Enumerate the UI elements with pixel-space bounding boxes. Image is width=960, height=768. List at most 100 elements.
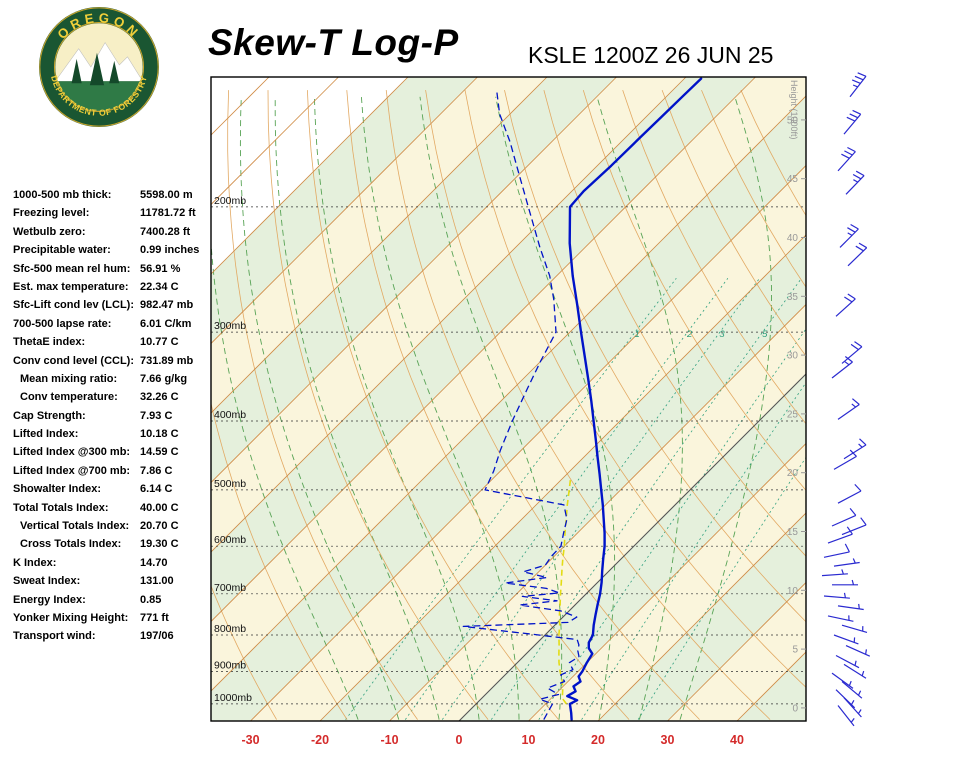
wind-barb-icon [845,170,865,195]
index-row: Yonker Mixing Height: 771 ft [13,609,215,627]
wind-barb-icon [835,293,856,317]
wind-barb-icon [843,697,862,718]
index-row: 1000-500 mb thick: 5598.00 m [13,186,215,204]
tree-icon [71,58,82,84]
temp-axis-label: 30 [661,733,675,747]
wind-barb-icon [833,634,859,645]
index-value: 22.34 C [140,280,179,293]
pressure-label: 400mb [214,409,246,421]
index-label: Conv temperature: [20,391,118,404]
dry-adiabat-line [227,90,418,720]
index-label: Yonker Mixing Height: [13,611,129,624]
dry-adiabat-line [464,90,806,688]
temp-axis-label: -20 [311,733,329,747]
index-row: 700-500 lapse rate: 6.01 C/km [13,315,215,333]
isotherm-line [250,164,806,721]
isotherm-line [807,77,960,721]
tree-icon [109,60,120,84]
isotherm-line [667,581,806,721]
index-value: 7.93 C [140,409,173,422]
index-label: 1000-500 mb thick: [13,189,112,201]
index-value: 771 ft [140,611,169,624]
mixing-ratio-line [404,278,729,720]
index-row: Lifted Index: 10.18 C [13,425,215,443]
index-value: 131.00 [140,575,174,588]
isotherm-line [211,77,478,345]
index-label: Lifted Index: [13,428,79,441]
dry-adiabat-line [661,89,806,357]
index-label: Wetbulb zero: [13,225,86,238]
index-row: Vertical Totals Index: 20.70 C [13,517,215,535]
index-row: Transport wind: 197/06 [13,627,215,645]
wind-barb-icon [847,242,868,267]
wind-barb-icon [831,672,854,689]
wind-barb-icon [843,109,862,135]
page-title: Skew-T Log-P [208,22,459,63]
index-value: 7400.28 ft [140,225,191,238]
dry-adiabat-line [622,89,806,425]
index-value: 982.47 mb [140,299,194,312]
index-value: 0.85 [140,593,162,606]
index-row: Est. max temperature: 22.34 C [13,278,215,296]
isotherm-band [807,77,960,721]
isotherm-line [319,234,806,721]
moist-adiabat-line [679,96,772,720]
index-row: Wetbulb zero: 7400.28 ft [13,223,215,241]
wind-barb-icon [831,508,857,527]
index-label: Sweat Index: [13,575,81,588]
isotherm-band [211,96,806,721]
index-value: 40.00 C [140,501,179,514]
index-label: Transport wind: [13,630,96,643]
wind-barb-icon [835,654,860,669]
index-label: Total Totals Index: [13,501,109,514]
wind-barb-icon [837,483,862,504]
index-label: Mean mixing ratio: [20,372,118,385]
height-axis-label: 0 [792,703,798,714]
dry-adiabat-line [385,90,700,720]
wind-barb-icon [839,223,859,248]
mixing-ratio-line [441,278,760,720]
wind-barb-icon [845,645,871,657]
wind-barb-icon [823,543,850,558]
wind-barb-icon [849,72,867,98]
isotherm-line [597,512,806,721]
pressure-label: 800mb [214,623,246,635]
dry-adiabat-line [307,90,559,720]
index-label: Sfc-500 mean rel hum: [13,262,131,275]
mixing-ratio-label: 3 [719,329,725,340]
height-axis-title: Height (1000ft) [789,80,799,140]
index-row: Showalter Index: 6.14 C [13,480,215,498]
index-value: 5598.00 m [140,189,193,201]
index-label: Freezing level: [13,207,90,220]
index-label: Vertical Totals Index: [20,520,130,533]
temp-axis-label: 0 [456,733,463,747]
isotherm-line [389,303,806,721]
index-value: 11781.72 ft [140,207,196,220]
station-datetime: KSLE 1200Z 26 JUN 25 [528,42,774,68]
pressure-label: 500mb [214,478,246,490]
chart-plot-area [211,77,960,721]
wind-barb-icon [821,569,848,577]
wind-barb-icon [837,398,860,420]
chart-border [210,76,807,722]
pressure-label: 300mb [214,320,246,332]
index-value: 10.77 C [140,336,179,349]
index-row: Precipitable water: 0.99 inches [13,241,215,259]
index-label: Est. max temperature: [13,280,129,293]
index-label: Energy Index: [13,593,86,606]
moist-adiabat-line [360,96,520,720]
index-value: 6.14 C [140,483,173,496]
index-value: 6.01 C/km [140,317,192,330]
pressure-label: 900mb [214,659,246,671]
wind-barb-icon [827,526,853,544]
wind-barb-icon [841,517,867,536]
index-value: 731.89 mb [140,354,194,367]
height-axis-label: 45 [787,174,799,185]
index-row: Energy Index: 0.85 [13,591,215,609]
index-label: Lifted Index @300 mb: [13,446,131,459]
index-row: Sweat Index: 131.00 [13,572,215,590]
index-value: 197/06 [140,630,174,643]
index-value: 10.18 C [140,428,179,441]
isotherm-band [211,77,806,691]
index-value: 14.70 [140,556,168,569]
